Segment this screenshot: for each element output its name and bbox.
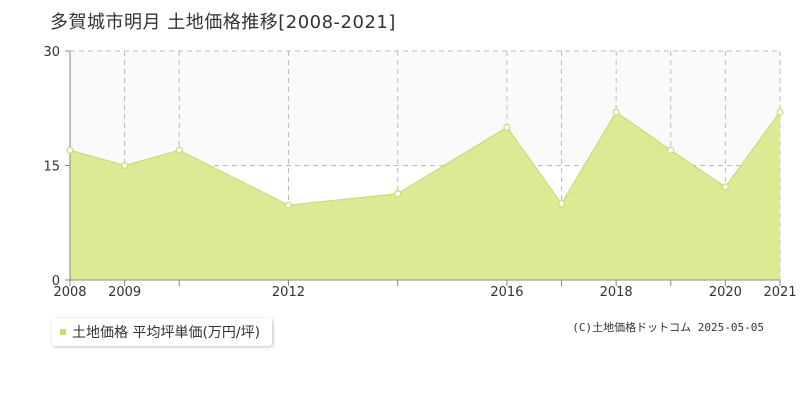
data-point [175,146,183,154]
x-tick-label: 2020 [709,285,742,300]
x-tick-label: 2016 [490,285,523,300]
y-tick-label: 0 [52,274,60,289]
legend: 土地価格 平均坪単価(万円/坪) [52,318,273,346]
data-point [557,200,566,208]
data-point [612,108,620,116]
x-tick-label: 2021 [763,285,796,300]
y-tick-label: 15 [43,160,60,175]
x-tick-label: 2012 [272,285,305,300]
data-point [66,146,74,154]
data-point [776,108,784,116]
data-point [503,123,511,131]
data-point [121,161,129,170]
area-fill [70,112,780,280]
x-tick-label: 2008 [53,285,86,300]
copyright: (C)土地価格ドットコム 2025-05-05 [572,321,764,334]
x-tick-label: 2018 [600,285,633,300]
legend-swatch [60,329,66,335]
data-point [667,146,675,154]
point-layer [66,108,784,209]
axis-layer [65,50,781,286]
tick-label-layer: 0 15 30 2008 2009 2012 2016 2018 2020 2021 [43,45,796,300]
chart-title: 多賀城市明月 土地価格推移[2008-2021] [50,12,396,33]
y-tick-label: 30 [43,45,60,60]
data-point [394,190,402,198]
data-point [721,183,729,191]
data-point [284,201,293,209]
x-tick-label: 2009 [108,285,141,300]
legend-label: 土地価格 平均坪単価(万円/坪) [72,325,261,341]
area-chart: 0 15 30 2008 2009 2012 2016 2018 2020 2021 [43,45,796,300]
